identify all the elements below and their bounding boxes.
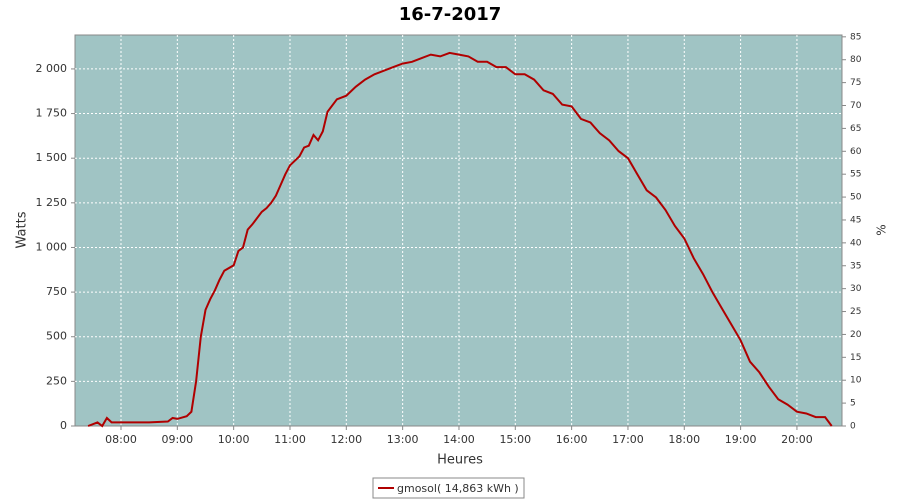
y2-tick-label: 80 [850, 55, 862, 65]
y2-tick-label: 45 [850, 215, 861, 225]
y2-tick-label: 20 [850, 330, 862, 340]
y2-tick-label: 25 [850, 307, 861, 317]
x-tick-label: 13:00 [387, 433, 419, 446]
x-tick-label: 16:00 [556, 433, 588, 446]
x-tick-label: 09:00 [161, 433, 193, 446]
y2-tick-label: 15 [850, 353, 861, 363]
y2-tick-label: 50 [850, 193, 862, 203]
y2-tick-label: 30 [850, 284, 862, 294]
legend [372, 477, 525, 499]
y-tick-label: 1 250 [36, 196, 68, 209]
y2-tick-label: 10 [850, 376, 862, 386]
y2-tick-label: 35 [850, 261, 861, 271]
y-tick-label: 1 500 [36, 151, 68, 164]
x-tick-label: 17:00 [612, 433, 644, 446]
y2-tick-label: 75 [850, 78, 861, 88]
x-tick-label: 15:00 [499, 433, 531, 446]
y2-tick-label: 70 [850, 101, 862, 111]
y2-tick-label: 65 [850, 124, 861, 134]
x-tick-label: 08:00 [105, 433, 137, 446]
y2-axis-label: % [875, 224, 889, 235]
x-tick-label: 19:00 [725, 433, 757, 446]
y-tick-label: 500 [46, 330, 67, 343]
y2-tick-label: 85 [850, 32, 861, 42]
chart-title: 16-7-2017 [399, 4, 502, 25]
y-tick-label: 250 [46, 374, 67, 387]
y-tick-label: 1 750 [36, 107, 68, 120]
x-tick-label: 12:00 [330, 433, 362, 446]
x-axis-label: Heures [437, 453, 483, 468]
y-tick-label: 2 000 [36, 62, 68, 75]
data-line [87, 51, 833, 428]
legend-label: gmosol( 14,863 kWh ) [397, 482, 519, 495]
x-tick-label: 11:00 [274, 433, 306, 446]
x-tick-label: 18:00 [668, 433, 700, 446]
x-tick-label: 14:00 [443, 433, 475, 446]
y2-tick-label: 40 [850, 238, 862, 248]
x-tick-label: 20:00 [781, 433, 813, 446]
y-axis-label: Watts [15, 211, 30, 248]
y2-tick-label: 55 [850, 170, 861, 180]
x-tick-label: 10:00 [218, 433, 250, 446]
y2-tick-label: 60 [850, 147, 862, 157]
y2-tick-label: 5 [850, 399, 856, 409]
y-tick-label: 750 [46, 285, 67, 298]
y2-tick-label: 0 [850, 422, 856, 432]
y-tick-label: 0 [60, 419, 67, 432]
y-tick-label: 1 000 [36, 240, 68, 253]
